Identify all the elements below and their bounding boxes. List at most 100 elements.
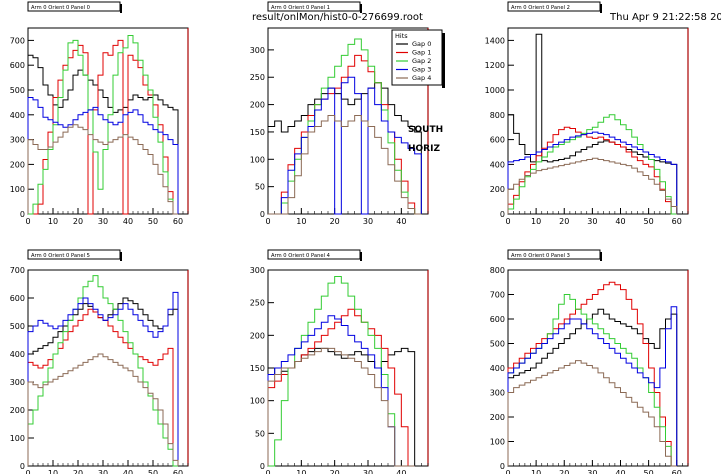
y-tick-label: 250: [250, 299, 265, 308]
x-tick-label: 10: [296, 217, 306, 226]
y-tick-label: 0: [260, 462, 265, 471]
y-tick-label: 0: [500, 462, 505, 471]
y-tick-label: 0: [20, 210, 25, 219]
y-tick-label: 0: [260, 210, 265, 219]
y-tick-label: 200: [490, 413, 505, 422]
x-tick-label: 10: [296, 469, 306, 474]
y-tick-label: 700: [10, 266, 25, 275]
series-gap-4: [27, 353, 179, 466]
panel-title: Arm 0 Orient 0 Panel 2: [511, 5, 570, 11]
y-tick-label: 600: [10, 294, 25, 303]
x-tick-label: 10: [48, 217, 58, 226]
panel-title-box: Arm 0 Orient 0 Panel 2: [507, 1, 602, 13]
series-gap-1: [507, 126, 677, 215]
x-tick-label: 40: [615, 217, 625, 226]
panel-title-box: Arm 0 Orient 0 Panel 1: [267, 1, 362, 13]
legend-entry: Gap 2: [412, 57, 431, 65]
x-tick-label: 40: [396, 469, 406, 474]
panel-title: Arm 0 Orient 0 Panel 5: [31, 253, 90, 259]
y-tick-label: 200: [10, 160, 25, 169]
series-gap-0: [27, 54, 179, 214]
panel-title-box: Arm 0 Orient 0 Panel 0: [27, 1, 122, 13]
x-tick-label: 0: [25, 217, 30, 226]
annotation-south: SOUTH: [408, 125, 443, 135]
series-gap-2: [268, 38, 422, 215]
y-tick-label: 200: [490, 185, 505, 194]
series-gap-3: [27, 291, 179, 466]
x-tick-label: 60: [173, 217, 183, 226]
series-gap-3: [27, 96, 179, 214]
series-gap-1: [27, 308, 178, 467]
legend-shadow: [442, 33, 445, 88]
panel-title-shadow: [120, 4, 122, 13]
series-gap-0: [267, 347, 416, 466]
y-tick-label: 150: [250, 364, 265, 373]
x-tick-label: 50: [644, 217, 654, 226]
x-tick-label: 60: [173, 469, 183, 474]
series-gap-4: [268, 115, 422, 215]
x-tick-label: 50: [148, 217, 158, 226]
panel-title: Arm 0 Orient 0 Panel 1: [271, 5, 330, 11]
series-gap-4: [267, 347, 415, 467]
y-tick-label: 600: [490, 136, 505, 145]
panel-title: Arm 0 Orient 0 Panel 4: [271, 253, 331, 259]
y-tick-label: 0: [500, 210, 505, 219]
legend-entry: Gap 4: [412, 74, 431, 82]
y-tick-label: 1200: [485, 61, 505, 70]
legend-title: Hits: [395, 32, 408, 40]
x-tick-label: 60: [672, 217, 682, 226]
x-tick-label: 0: [265, 217, 270, 226]
x-tick-label: 50: [148, 469, 158, 474]
series-gap-3: [268, 76, 422, 215]
x-tick-label: 30: [98, 469, 108, 474]
y-tick-label: 700: [490, 291, 505, 300]
y-tick-label: 300: [10, 136, 25, 145]
chart-panel-4: Arm 0 Orient 0 Panel 4 0 10 20 30 40 0 50 100 150…: [250, 249, 429, 474]
x-tick-label: 0: [25, 469, 30, 474]
y-tick-label: 200: [250, 101, 265, 110]
y-tick-label: 400: [10, 111, 25, 120]
panel-title-shadow: [120, 252, 122, 261]
legend-frame: [391, 29, 443, 86]
panel-title-shadow: [600, 4, 602, 13]
y-tick-label: 400: [490, 160, 505, 169]
series-gap-1: [267, 308, 415, 467]
series-gap-2: [28, 34, 178, 215]
y-tick-label: 100: [10, 185, 25, 194]
y-tick-label: 250: [250, 73, 265, 82]
y-tick-label: 400: [10, 350, 25, 359]
y-tick-label: 50: [255, 429, 265, 438]
x-tick-label: 40: [396, 217, 406, 226]
series-gap-3: [267, 315, 415, 467]
y-tick-label: 500: [10, 86, 25, 95]
y-tick-label: 1400: [485, 36, 505, 45]
panel-title-shadow: [360, 4, 362, 13]
chart-panel-1: Arm 0 Orient 0 Panel 1 0 10 20 30 40 0 50 100 150…: [250, 1, 429, 226]
series-gap-4: [507, 360, 677, 467]
y-tick-label: 300: [10, 378, 25, 387]
y-tick-label: 300: [250, 266, 265, 275]
y-tick-label: 800: [490, 266, 505, 275]
y-tick-label: 100: [10, 434, 25, 443]
series-gap-2: [27, 275, 178, 467]
series-gap-2: [268, 276, 415, 467]
x-tick-label: 30: [98, 217, 108, 226]
y-tick-label: 400: [490, 364, 505, 373]
x-tick-label: 30: [587, 469, 597, 474]
y-tick-label: 100: [490, 438, 505, 447]
y-tick-label: 50: [255, 183, 265, 192]
panel-title-box: Arm 0 Orient 0 Panel 4: [267, 249, 362, 261]
x-tick-label: 10: [531, 217, 541, 226]
y-tick-label: 600: [490, 315, 505, 324]
x-tick-label: 40: [123, 469, 133, 474]
chart-panel-0: Arm 0 Orient 0 Panel 00 10 20 30 40 50 6001002…: [10, 1, 189, 226]
datetime: Thu Apr 9 21:22:58 2009: [610, 12, 721, 23]
series-gap-0: [507, 33, 678, 214]
x-tick-label: 20: [73, 217, 83, 226]
series-gap-0: [507, 308, 678, 466]
y-tick-label: 500: [10, 322, 25, 331]
panel-title-box: Arm 0 Orient 0 Panel 5: [27, 249, 122, 261]
y-tick-label: 0: [20, 462, 25, 471]
y-tick-label: 150: [250, 128, 265, 137]
